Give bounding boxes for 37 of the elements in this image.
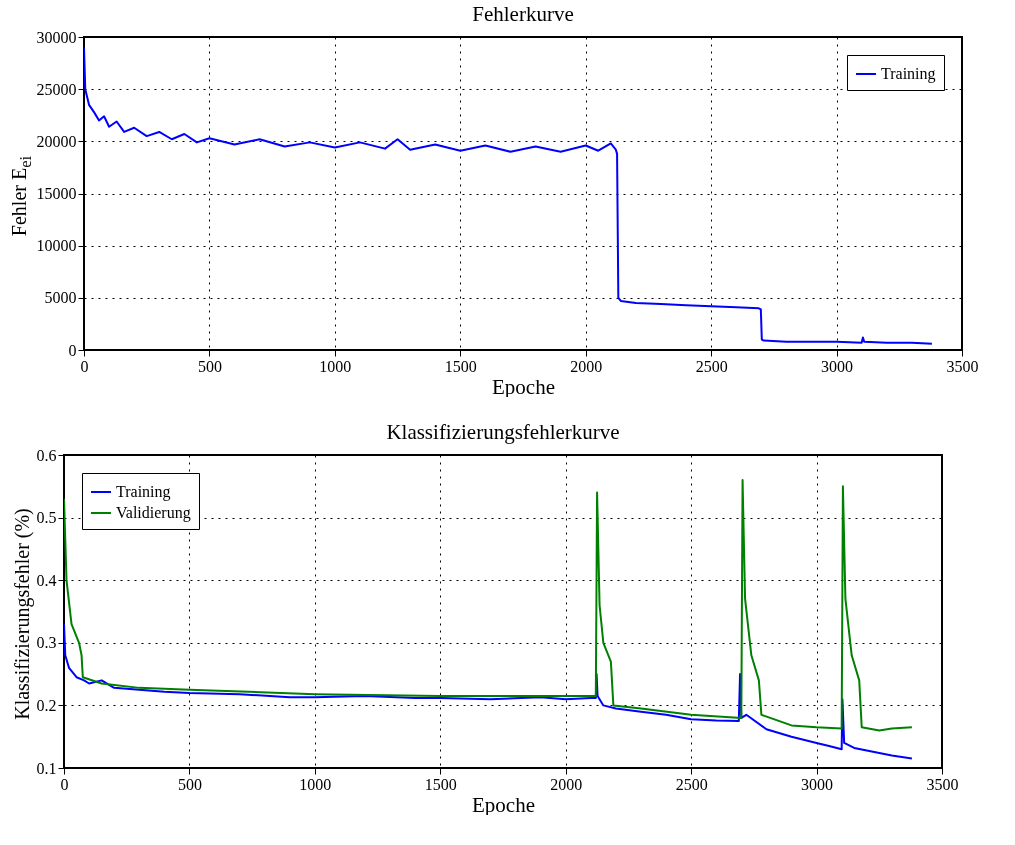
y-tick-label: 30000 — [36, 28, 77, 46]
line-series — [64, 623, 913, 760]
x-tick-label: 1000 — [299, 775, 332, 793]
line-series — [84, 46, 933, 345]
x-tick-label: 3500 — [926, 775, 959, 793]
legend-label: Validierung — [116, 504, 191, 522]
y-tick-label: 20000 — [36, 132, 77, 150]
legend-label: Training — [881, 65, 936, 83]
x-tick-label: 2500 — [675, 775, 708, 793]
x-tick-label: 0 — [80, 357, 89, 375]
y-tick-label: 0.3 — [36, 634, 57, 652]
x-tick-label: 1500 — [444, 357, 477, 375]
x-tick-label: 500 — [177, 775, 202, 793]
y-tick-label: 25000 — [36, 80, 77, 98]
y-axis-title: Klassifizierungsfehler (%) — [10, 508, 34, 720]
x-tick-label: 2500 — [695, 357, 728, 375]
y-tick-label: 0.5 — [36, 509, 57, 527]
y-tick-label: 0.1 — [36, 759, 57, 777]
y-tick-label: 15000 — [36, 185, 77, 202]
y-tick-label: 0.6 — [36, 446, 57, 464]
y-tick-label: 0.2 — [36, 696, 57, 714]
x-tick-label: 3500 — [946, 357, 979, 375]
chart-title: Klassifizierungsfehlerkurve — [386, 420, 620, 444]
y-tick-label: 0.4 — [36, 571, 57, 589]
legend-label: Training — [116, 483, 171, 501]
x-tick-label: 3000 — [801, 775, 834, 793]
x-tick-label: 3000 — [821, 357, 854, 375]
x-tick-label: 1000 — [319, 357, 352, 375]
y-tick-label: 10000 — [36, 237, 77, 255]
x-tick-label: 500 — [197, 357, 222, 375]
line-series — [64, 479, 913, 732]
y-tick-label: 5000 — [44, 289, 77, 307]
x-tick-label: 1500 — [424, 775, 457, 793]
x-tick-label: 2000 — [550, 775, 583, 793]
y-tick-label: 0 — [68, 341, 77, 359]
chart-title: Fehlerkurve — [472, 2, 574, 26]
x-tick-label: 2000 — [570, 357, 603, 375]
